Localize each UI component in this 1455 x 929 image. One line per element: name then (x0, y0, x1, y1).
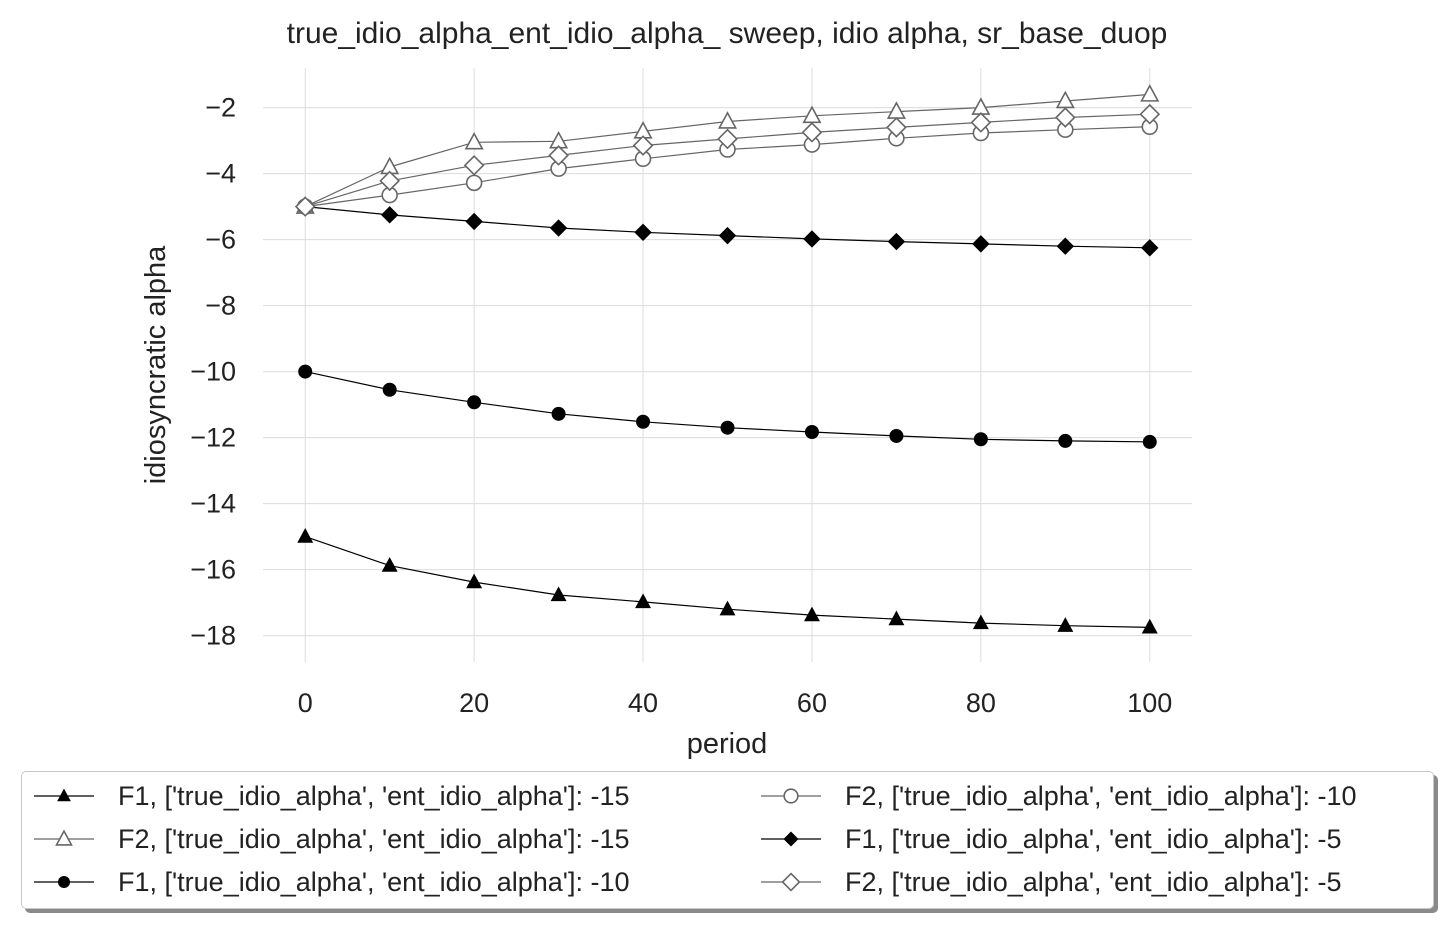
legend-label: F1, ['true_idio_alpha', 'ent_idio_alpha'… (118, 866, 630, 897)
data-point (465, 174, 483, 192)
data-point (549, 219, 568, 237)
x-tick-label: 80 (966, 688, 996, 718)
data-point (463, 155, 485, 176)
data-point (298, 364, 313, 379)
data-point (801, 122, 823, 143)
data-point (886, 117, 907, 138)
data-point (1055, 90, 1075, 109)
data-point (1054, 107, 1076, 128)
series-lines (304, 93, 1150, 628)
y-tick-label: −10 (190, 357, 236, 387)
data-point (972, 235, 990, 253)
data-point (1141, 618, 1158, 634)
series-markers (294, 84, 1161, 634)
y-tick-label: −18 (190, 621, 236, 651)
data-point (717, 111, 738, 129)
data-point (1141, 239, 1159, 257)
x-tick-label: 20 (459, 688, 489, 718)
legend-entry: F1, ['true_idio_alpha', 'ent_idio_alpha'… (32, 776, 629, 816)
x-tick-label: 60 (797, 688, 827, 718)
data-point (1142, 434, 1157, 449)
data-point (636, 414, 651, 429)
data-point (1140, 84, 1160, 102)
x-tick-label: 40 (628, 688, 658, 718)
data-point (297, 528, 314, 543)
data-point (1057, 617, 1074, 632)
x-tick-labels: 0 20 40 60 80 100 (298, 688, 1173, 718)
y-tick-label: −2 (205, 93, 236, 123)
x-axis-label: period (687, 728, 768, 760)
legend-swatch (34, 875, 94, 889)
data-point (550, 586, 567, 602)
legend-label: F2, ['true_idio_alpha', 'ent_idio_alpha'… (845, 866, 1342, 897)
data-point (803, 606, 820, 622)
data-point (718, 226, 737, 245)
data-point (887, 232, 906, 251)
y-tick-label: −12 (190, 423, 236, 453)
data-point (719, 600, 736, 616)
legend-marker (57, 875, 71, 889)
legend-marker (783, 831, 799, 847)
data-point (382, 382, 397, 397)
data-point (970, 112, 992, 133)
data-point (464, 131, 484, 150)
y-tick-label: −4 (205, 159, 236, 189)
data-point (1056, 237, 1075, 255)
data-point (548, 145, 569, 166)
y-tick-label: −8 (205, 291, 236, 321)
data-point (465, 212, 483, 231)
data-point (1058, 433, 1073, 448)
legend-marker (55, 829, 73, 846)
data-point (380, 206, 399, 224)
legend-entry: F1, ['true_idio_alpha', 'ent_idio_alpha'… (759, 819, 1341, 859)
x-tick-label: 0 (298, 688, 313, 718)
data-point (973, 432, 988, 447)
data-point (379, 170, 401, 192)
x-tick-label: 100 (1127, 688, 1172, 718)
y-tick-label: −16 (190, 555, 236, 585)
y-tick-label: −14 (190, 489, 236, 519)
legend-label: F1, ['true_idio_alpha', 'ent_idio_alpha'… (118, 780, 630, 811)
chart-title: true_idio_alpha_ent_idio_alpha_ sweep, i… (287, 17, 1168, 50)
data-point (971, 97, 991, 115)
legend-label: F1, ['true_idio_alpha', 'ent_idio_alpha'… (845, 823, 1342, 854)
legend-swatch (761, 788, 821, 804)
legend-marker (781, 872, 801, 892)
y-tick-label: −6 (205, 225, 236, 255)
data-point (972, 614, 989, 630)
data-point (634, 223, 652, 242)
data-point (804, 424, 819, 439)
data-point (551, 406, 566, 421)
legend-entry: F2, ['true_idio_alpha', 'ent_idio_alpha'… (759, 862, 1341, 902)
data-point (1139, 103, 1161, 125)
legend-entry: F2, ['true_idio_alpha', 'ent_idio_alpha'… (759, 776, 1356, 816)
legend-label: F2, ['true_idio_alpha', 'ent_idio_alpha'… (118, 823, 630, 854)
data-point (717, 128, 738, 150)
data-point (466, 573, 483, 589)
data-point (635, 593, 652, 609)
data-point (886, 101, 906, 119)
data-point (888, 610, 905, 626)
legend-marker (783, 788, 799, 804)
data-point (294, 196, 316, 217)
legend-label: F2, ['true_idio_alpha', 'ent_idio_alpha'… (845, 780, 1357, 811)
legend-swatch (761, 831, 821, 847)
legend-marker (57, 788, 71, 802)
data-point (720, 420, 735, 435)
legend: F1, ['true_idio_alpha', 'ent_idio_alpha'… (21, 771, 1434, 909)
data-point (802, 105, 822, 124)
y-axis-label: idiosyncratic alpha (140, 245, 172, 484)
legend-swatch (34, 788, 94, 802)
y-tick-labels: −18 −16 −14 −12 −10 −8 −6 −4 −2 (190, 93, 236, 651)
legend-swatch (761, 872, 821, 892)
data-point (803, 230, 821, 248)
legend-entry: F2, ['true_idio_alpha', 'ent_idio_alpha'… (32, 819, 629, 859)
legend-swatch (34, 829, 94, 846)
data-point (632, 135, 654, 156)
data-point (889, 428, 904, 443)
data-point (467, 395, 482, 410)
legend-entry: F1, ['true_idio_alpha', 'ent_idio_alpha'… (32, 862, 629, 902)
data-point (381, 557, 398, 572)
